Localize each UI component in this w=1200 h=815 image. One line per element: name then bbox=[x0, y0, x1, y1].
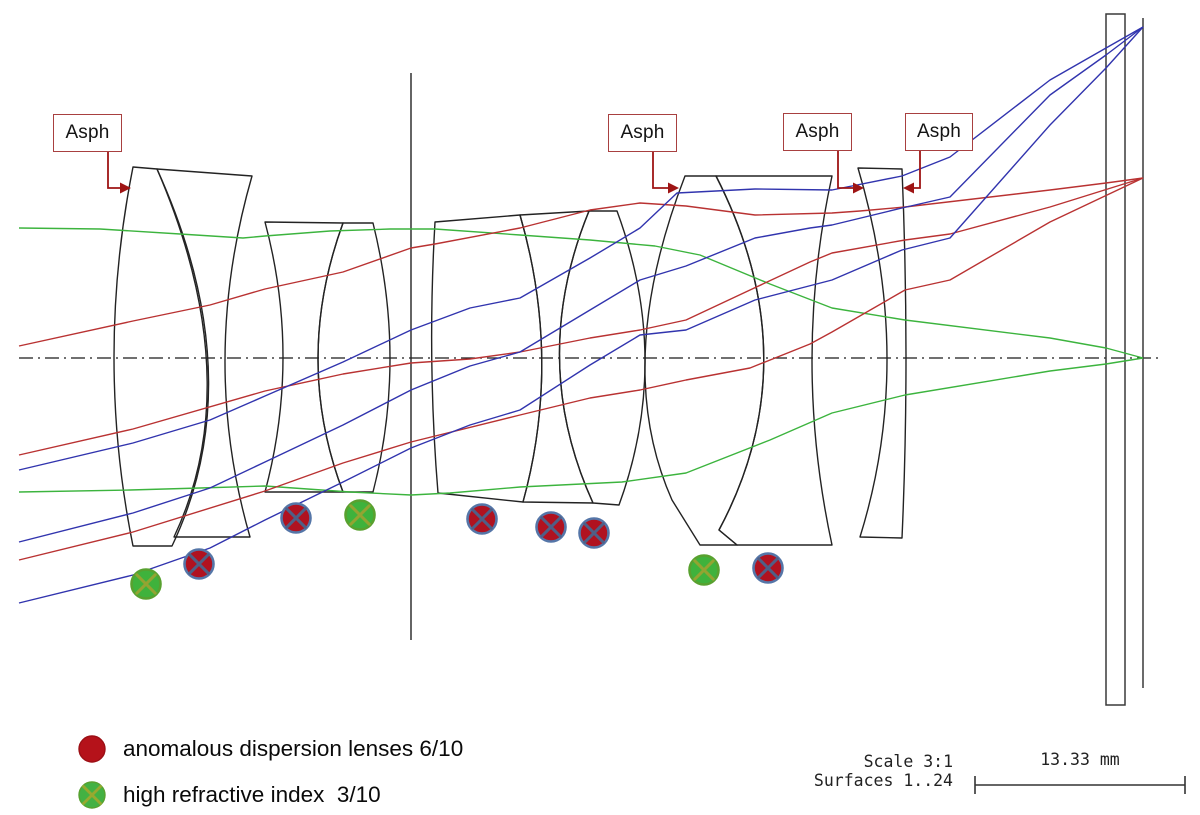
marker-x-stroke bbox=[693, 559, 715, 581]
asph-arrowhead-icon bbox=[903, 182, 914, 194]
ray-green bbox=[18, 227, 1144, 359]
lens-element-outline bbox=[113, 166, 210, 547]
ray-blue bbox=[18, 26, 1144, 543]
legend-dot-circle bbox=[78, 735, 106, 763]
asph-label-4: Asph bbox=[905, 113, 973, 151]
marker-x-stroke bbox=[471, 508, 493, 530]
marker-x-stroke bbox=[349, 504, 371, 526]
lens-element-outline bbox=[519, 210, 594, 504]
asph-label-text: Asph bbox=[620, 122, 665, 143]
ray-red bbox=[18, 177, 1144, 561]
marker-x-stroke bbox=[540, 516, 562, 538]
asph-arrow-line bbox=[652, 152, 672, 189]
asph-label-text: Asph bbox=[916, 121, 962, 142]
ray-blue bbox=[18, 26, 1144, 604]
asph-arrowhead-icon bbox=[853, 182, 864, 194]
legend: anomalous dispersion lenses 6/10 high re… bbox=[78, 726, 463, 815]
legend-label: high refractive index 3/10 bbox=[123, 782, 381, 807]
asph-label-text: Asph bbox=[795, 121, 840, 142]
lens-element-outline bbox=[715, 175, 833, 546]
legend-marker-green bbox=[78, 781, 106, 809]
lens-element-outline bbox=[644, 175, 765, 546]
scale-ratio: Scale 3:1 bbox=[863, 752, 953, 771]
asph-arrow-line bbox=[837, 151, 857, 189]
legend-marker-red bbox=[78, 735, 106, 763]
lens-element-outline bbox=[156, 168, 253, 538]
lens-element-outline bbox=[317, 222, 391, 493]
ray-green bbox=[18, 357, 1144, 496]
lens-element-outline bbox=[857, 167, 907, 539]
ray-red bbox=[18, 177, 1144, 347]
asph-label-text: Asph bbox=[65, 122, 110, 143]
asph-arrowhead-icon bbox=[668, 182, 679, 194]
asph-label-3: Asph bbox=[783, 113, 852, 151]
marker-x-stroke bbox=[285, 507, 307, 529]
asph-arrowhead-icon bbox=[120, 182, 131, 194]
marker-x-stroke bbox=[188, 553, 210, 575]
marker-x-stroke bbox=[757, 557, 779, 579]
scale-annotation: Scale 3:1 Surfaces 1..24 bbox=[790, 752, 953, 790]
legend-red-dot-icon bbox=[78, 735, 106, 763]
scale-bar-label: 13.33 mm bbox=[1040, 750, 1120, 769]
marker-x-stroke bbox=[135, 573, 157, 595]
legend-x-stroke bbox=[82, 785, 102, 805]
legend-row-anomalous-dispersion: anomalous dispersion lenses 6/10 bbox=[78, 726, 463, 772]
asph-label-2: Asph bbox=[608, 114, 677, 152]
surfaces-range: Surfaces 1..24 bbox=[813, 771, 953, 790]
marker-x-stroke bbox=[583, 522, 605, 544]
ray-red bbox=[18, 177, 1144, 456]
asph-arrow-line bbox=[107, 152, 124, 189]
legend-green-dot-icon bbox=[78, 781, 106, 809]
filter-plate bbox=[1105, 13, 1126, 706]
lens-element-outline bbox=[558, 210, 646, 506]
asph-label-1: Asph bbox=[53, 114, 122, 152]
legend-row-high-index: high refractive index 3/10 bbox=[78, 772, 463, 815]
legend-label: anomalous dispersion lenses 6/10 bbox=[123, 736, 464, 761]
